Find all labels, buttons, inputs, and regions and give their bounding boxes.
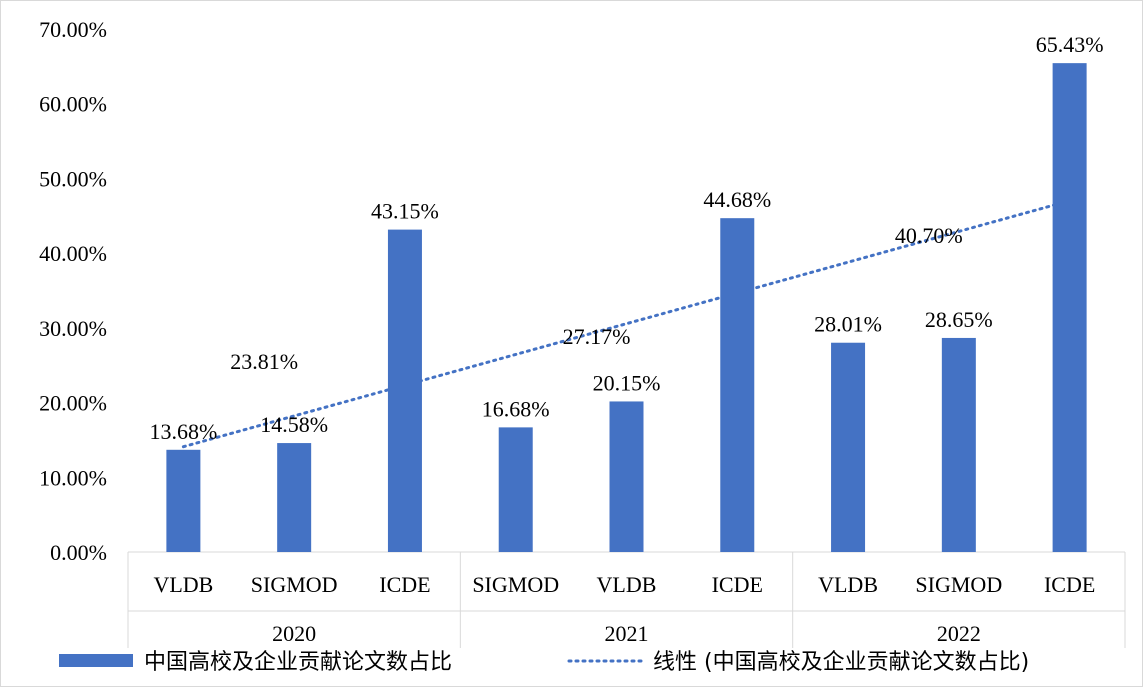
data-label: 14.58% xyxy=(260,412,328,437)
data-label: 65.43% xyxy=(1036,32,1104,57)
data-label: 43.15% xyxy=(371,199,439,224)
x-category-label: ICDE xyxy=(712,572,763,597)
y-tick-label: 30.00% xyxy=(39,316,107,341)
x-category-label: SIGMOD xyxy=(251,572,338,597)
group-average-label: 23.81% xyxy=(230,349,298,374)
data-label: 28.65% xyxy=(925,307,993,332)
bar xyxy=(831,342,866,552)
bar xyxy=(941,337,976,552)
data-label: 13.68% xyxy=(149,419,217,444)
bar xyxy=(1052,63,1087,552)
y-tick-label: 60.00% xyxy=(39,92,107,117)
bar xyxy=(387,229,422,553)
data-label: 20.15% xyxy=(593,370,661,395)
x-category-label: ICDE xyxy=(379,572,430,597)
data-label: 28.01% xyxy=(814,312,882,337)
data-label: 16.68% xyxy=(482,396,550,421)
legend-swatch-bars xyxy=(59,654,133,667)
x-group-label: 2022 xyxy=(937,621,981,646)
trendline xyxy=(181,199,1072,449)
y-tick-label: 70.00% xyxy=(39,17,107,42)
data-label: 44.68% xyxy=(703,187,771,212)
x-category-label: VLDB xyxy=(153,572,213,597)
y-tick-label: 0.00% xyxy=(50,540,107,565)
bar xyxy=(720,218,755,552)
bar xyxy=(166,449,201,552)
bar xyxy=(498,427,533,552)
legend-label-bars: 中国高校及企业贡献论文数占比 xyxy=(144,650,452,675)
x-group-label: 2021 xyxy=(605,621,649,646)
group-average-label: 27.17% xyxy=(563,324,631,349)
bar xyxy=(277,443,312,552)
x-category-label: ICDE xyxy=(1044,572,1095,597)
y-tick-label: 10.00% xyxy=(39,465,107,490)
x-category-label: VLDB xyxy=(597,572,657,597)
group-average-label: 40.70% xyxy=(895,223,963,248)
y-tick-label: 50.00% xyxy=(39,166,107,191)
y-tick-label: 40.00% xyxy=(39,241,107,266)
bar xyxy=(609,401,644,552)
x-category-label: SIGMOD xyxy=(472,572,559,597)
legend-label-trendline: 线性 (中国高校及企业贡献论文数占比) xyxy=(653,650,1029,675)
x-group-label: 2020 xyxy=(272,621,316,646)
y-tick-label: 20.00% xyxy=(39,391,107,416)
x-category-label: SIGMOD xyxy=(915,572,1002,597)
x-category-label: VLDB xyxy=(818,572,878,597)
